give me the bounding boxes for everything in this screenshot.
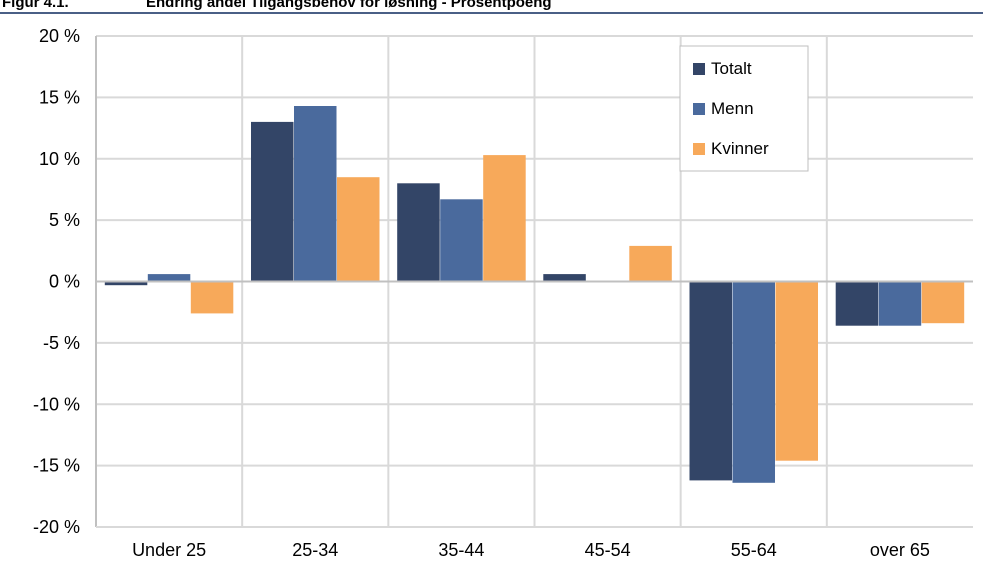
bar-kvinner-4 [775, 281, 818, 461]
y-tick-label: 15 % [39, 87, 80, 107]
legend-label-menn: Menn [711, 99, 754, 118]
figure-label: Figur 4.1. [2, 0, 69, 11]
bar-totalt-2 [397, 183, 440, 282]
bar-totalt-1 [251, 121, 294, 282]
legend-swatch-kvinner [693, 143, 705, 155]
bar-totalt-0 [104, 281, 148, 286]
y-tick-label: -5 % [43, 333, 80, 353]
bar-kvinner-5 [921, 281, 965, 324]
bar-menn-1 [294, 106, 337, 282]
x-tick-label: 35-44 [438, 540, 484, 560]
y-tick-label: -20 % [33, 517, 80, 537]
bars [104, 106, 965, 483]
legend-swatch-totalt [693, 63, 705, 75]
y-tick-label: 0 % [49, 272, 80, 292]
y-tick-label: 5 % [49, 210, 80, 230]
x-tick-label: Under 25 [132, 540, 206, 560]
x-tick-label: 45-54 [585, 540, 631, 560]
x-tick-label: 55-64 [731, 540, 777, 560]
y-tick-label: 20 % [39, 26, 80, 46]
bar-kvinner-0 [190, 281, 234, 314]
x-tick-labels: Under 25 25-34 35-44 45-54 55-64 over 65 [132, 540, 930, 560]
bar-totalt-5 [835, 281, 879, 326]
bar-kvinner-3 [629, 245, 672, 282]
title-rule [0, 12, 983, 14]
legend-label-totalt: Totalt [711, 59, 752, 78]
bar-menn-0 [147, 274, 191, 282]
y-tick-labels: 20 % 15 % 10 % 5 % 0 % -5 % -10 % -15 % -20 % [33, 26, 80, 537]
x-tick-label: 25-34 [292, 540, 338, 560]
y-tick-label: 10 % [39, 149, 80, 169]
bar-menn-4 [732, 281, 775, 483]
legend: Totalt Menn Kvinner [679, 45, 809, 172]
figure-title: Endring andel Tilgangsbehov for løsning … [146, 0, 552, 11]
bar-totalt-3 [543, 274, 586, 282]
legend-label-kvinner: Kvinner [711, 139, 769, 158]
axes [95, 36, 973, 528]
figure-header: Figur 4.1. Endring andel Tilgangsbehov f… [0, 0, 983, 14]
bar-menn-2 [440, 199, 483, 282]
bar-kvinner-2 [483, 155, 526, 282]
bar-menn-5 [878, 281, 922, 326]
bar-totalt-4 [689, 281, 732, 481]
x-tick-label: over 65 [870, 540, 930, 560]
legend-swatch-menn [693, 103, 705, 115]
y-tick-label: -10 % [33, 394, 80, 414]
bar-kvinner-1 [337, 177, 380, 282]
y-tick-label: -15 % [33, 456, 80, 476]
